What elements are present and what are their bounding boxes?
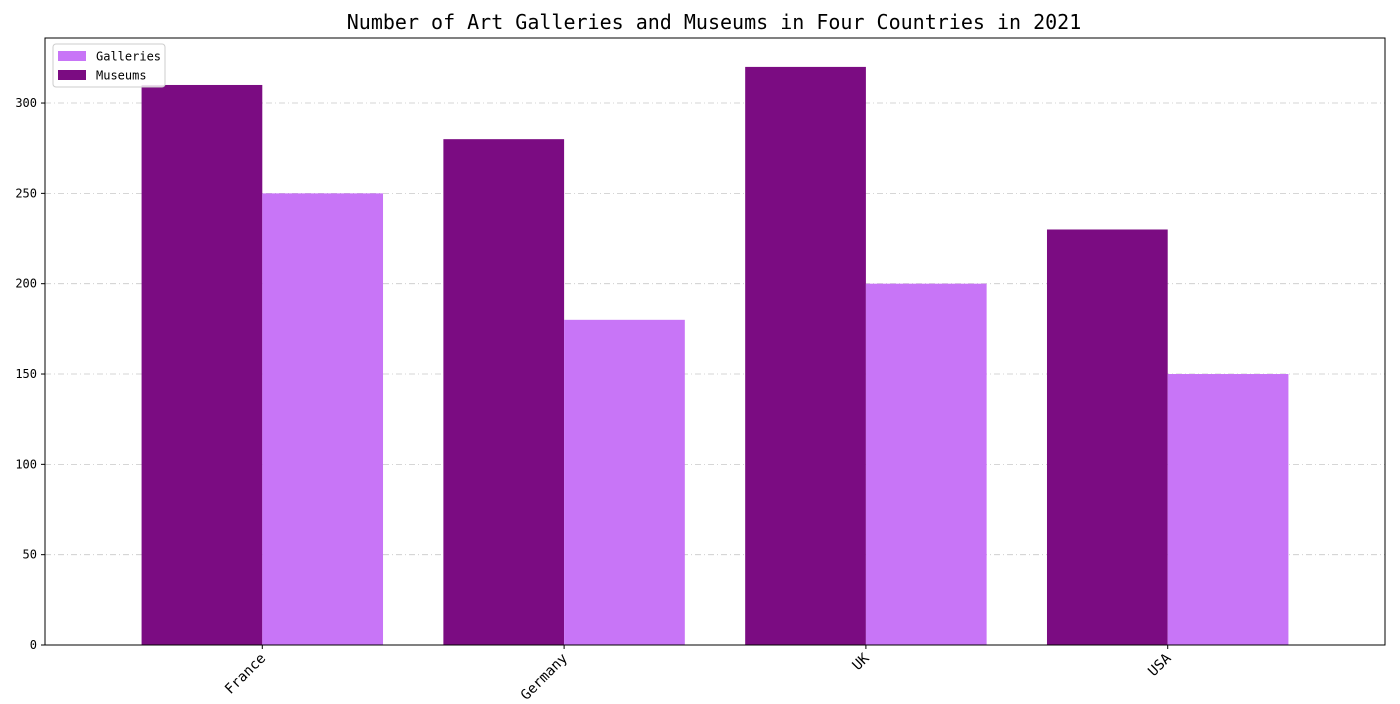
x-axis: France Germany UK USA (222, 645, 1175, 704)
bar-museums-usa (1046, 229, 1168, 645)
x-tick-label: USA (1145, 650, 1175, 680)
chart-title: Number of Art Galleries and Museums in F… (347, 10, 1082, 34)
legend-swatch-galleries (58, 51, 86, 61)
bar-museums-germany (443, 139, 565, 645)
bars (141, 66, 1289, 646)
bar-museums-uk (745, 66, 866, 645)
y-tick-label: 50 (23, 548, 37, 562)
y-axis: 0 50 100 150 200 250 300 (15, 96, 45, 652)
bar-galleries-france (262, 193, 384, 645)
y-tick-label: 0 (30, 638, 37, 652)
y-tick-label: 100 (15, 457, 37, 471)
legend-swatch-museums (58, 70, 86, 80)
x-tick-label: Germany (518, 651, 571, 700)
plot-area-frame (44, 37, 1386, 646)
x-tick-label: UK (849, 650, 873, 674)
y-tick-label: 300 (15, 96, 37, 110)
bar-galleries-germany (564, 319, 685, 645)
legend-label-museums: Museums (96, 69, 147, 83)
bar-museums-france (141, 84, 263, 646)
x-tick-label: France (222, 651, 269, 698)
y-tick-label: 250 (15, 186, 37, 200)
legend: Galleries Museums (52, 43, 166, 88)
y-tick-label: 200 (15, 277, 37, 291)
bar-galleries-usa (1167, 374, 1289, 645)
y-tick-label: 150 (15, 367, 37, 381)
bar-galleries-uk (865, 283, 987, 645)
legend-label-galleries: Galleries (96, 50, 161, 64)
